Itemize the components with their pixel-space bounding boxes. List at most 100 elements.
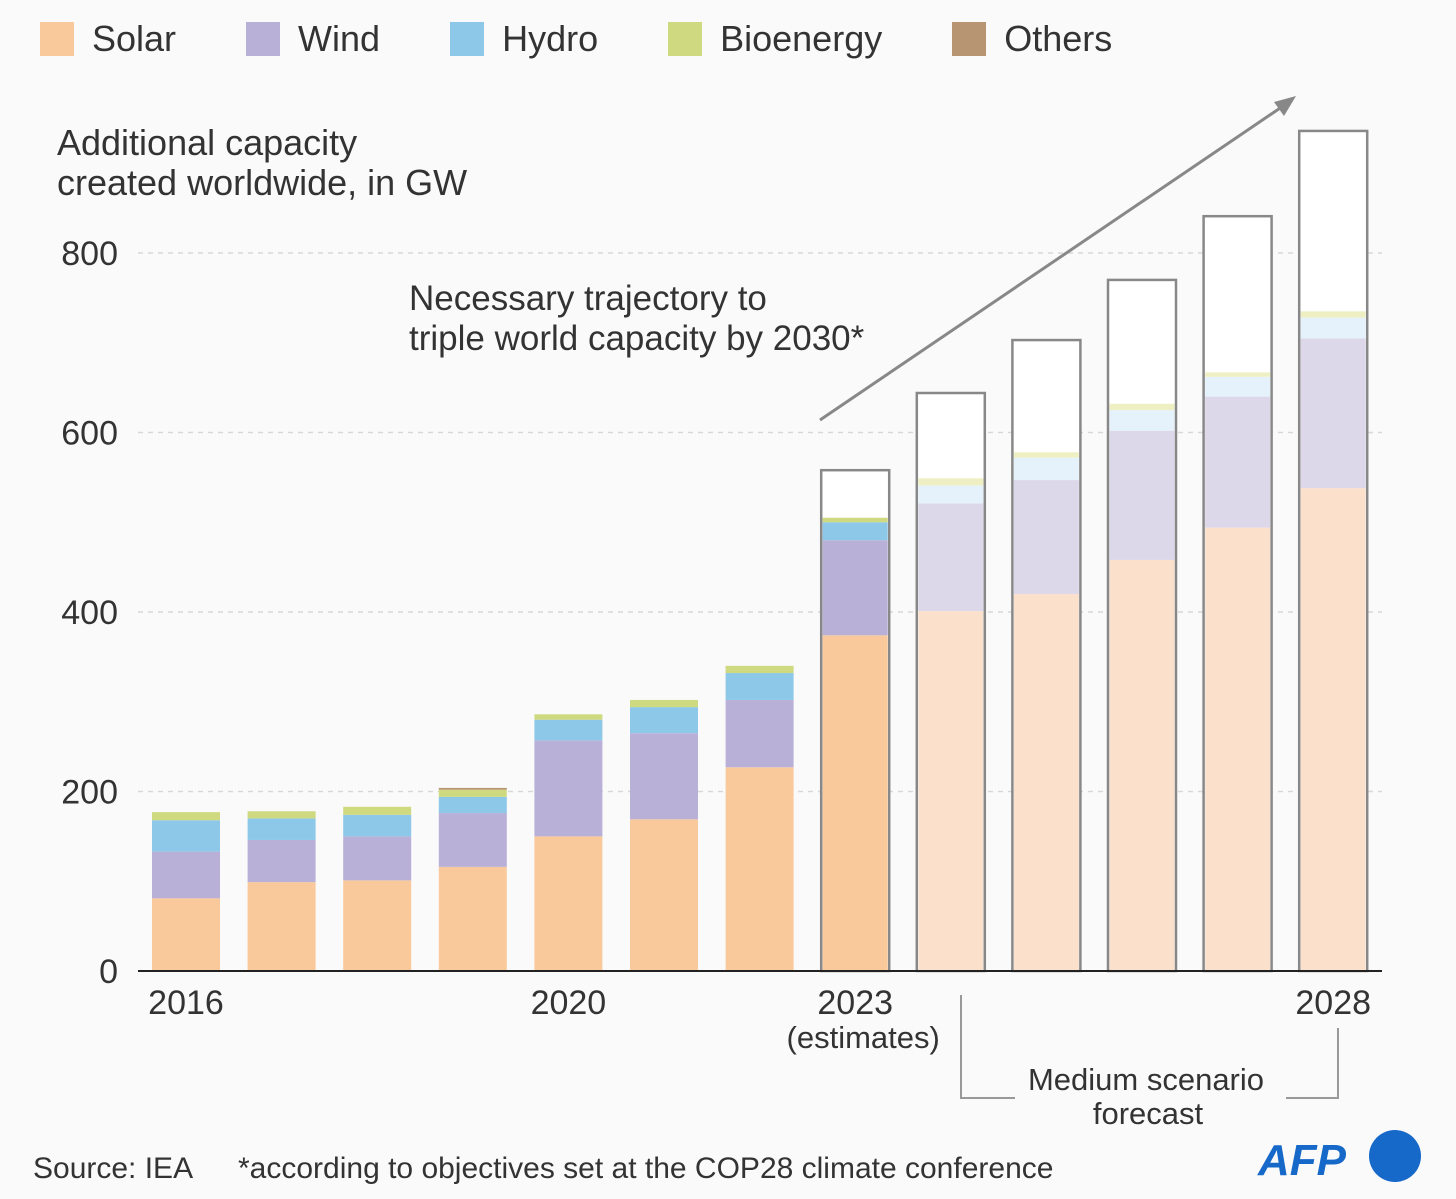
bar-segment-hydro [438, 796, 507, 814]
x-tick-label: 2016 [148, 984, 224, 1022]
trajectory-arrow [819, 98, 1293, 422]
bar-segment-hydro [1109, 410, 1175, 431]
bar-segment-hydro [152, 820, 220, 852]
x-tick-label: 2020 [531, 984, 607, 1022]
bar-segment-hydro [1205, 376, 1271, 397]
afp-logo-circle-icon [1369, 1130, 1421, 1182]
chart-legend: Solar Wind Hydro Bioenergy Others [40, 18, 1182, 60]
bar-group-2028 [1297, 129, 1369, 973]
x-tick-label: 2023 [817, 984, 893, 1022]
legend-label: Solar [92, 18, 177, 59]
bar-segment-solar [438, 866, 507, 971]
footnote: *according to objectives set at the COP2… [238, 1152, 1053, 1185]
bar-segment-wind [247, 839, 316, 883]
bar-segment-bioenergy [725, 665, 794, 674]
bar-group-2017 [247, 811, 316, 971]
bar-segment-solar [1013, 594, 1079, 971]
legend-item-solar: Solar [40, 18, 176, 60]
bar-group-2018 [343, 806, 412, 971]
legend-label: Wind [298, 18, 381, 59]
bar-segment-bioenergy [152, 812, 220, 821]
y-axis-title-line-1: Additional capacity [57, 122, 357, 163]
legend-item-others: Others [952, 18, 1112, 60]
bar-segment-wind [438, 813, 507, 867]
trajectory-annotation-line-1: Necessary trajectory to [409, 279, 767, 318]
bar-segment-wind [1300, 338, 1366, 489]
bar-segment-bioenergy [438, 789, 507, 797]
y-axis-title-line-2: created worldwide, in GW [57, 162, 467, 203]
source-note: Source: IEA [33, 1152, 193, 1185]
bar-group-2026 [1106, 278, 1178, 973]
bar-segment-bioenergy [1205, 372, 1271, 377]
bar-segment-hydro [247, 818, 316, 840]
afp-logo-text: AFP [1257, 1136, 1347, 1185]
afp-logo: AFP [1257, 1130, 1421, 1185]
y-tick-label: 200 [61, 774, 118, 812]
bar-segment-bioenergy [343, 806, 412, 815]
bar-segment-solar [343, 880, 412, 971]
trajectory-annotation-line-2: triple world capacity by 2030* [409, 319, 865, 358]
legend-swatch [40, 22, 74, 56]
bar-segment-hydro [1013, 457, 1079, 481]
bar-segment-hydro [534, 719, 603, 741]
y-tick-label: 0 [99, 953, 118, 991]
bar-segment-solar [725, 767, 794, 971]
forecast-bracket-right [1286, 1028, 1339, 1099]
bar-segment-wind [822, 540, 888, 636]
forecast-annotation-line-1: Medium scenario [1028, 1062, 1264, 1097]
bar-segment-wind [725, 699, 794, 768]
bar-group-2025 [1011, 338, 1082, 973]
bar-group-2027 [1202, 214, 1273, 973]
bar-segment-hydro [725, 673, 794, 700]
bar-segment-solar [630, 819, 698, 971]
legend-swatch [952, 22, 987, 56]
legend-label: Bioenergy [720, 18, 883, 59]
bar-segment-hydro [630, 707, 698, 734]
bar-group-2019 [438, 787, 507, 971]
legend-swatch [450, 22, 485, 56]
forecast-annotation-line-2: forecast [1093, 1096, 1204, 1131]
bar-segment-wind [918, 503, 984, 612]
bar-segment-bioenergy [1013, 452, 1079, 458]
bar-group-2024 [915, 391, 987, 973]
bar-segment-wind [534, 740, 603, 837]
bar-segment-wind [1013, 480, 1079, 595]
bar-group-2023 [819, 468, 891, 973]
y-tick-label: 400 [61, 594, 118, 632]
bar-segment-wind [152, 851, 220, 899]
bar-segment-wind [630, 733, 698, 820]
bar-segment-bioenergy [534, 714, 603, 720]
bar-segment-solar [1300, 488, 1366, 971]
legend-swatch [246, 22, 281, 56]
legend-swatch [668, 22, 703, 56]
bar-segment-bioenergy [247, 811, 316, 819]
trajectory-arrow-head-icon [1274, 96, 1296, 116]
bar-segment-hydro [1300, 317, 1366, 339]
bar-segment-wind [1205, 396, 1271, 528]
legend-label: Others [1004, 18, 1113, 59]
legend-item-wind: Wind [246, 18, 380, 60]
legend-label: Hydro [502, 18, 599, 59]
legend-item-hydro: Hydro [450, 18, 598, 60]
bar-segment-solar [822, 635, 888, 971]
bar-segment-bioenergy [1109, 403, 1175, 411]
bar-segment-wind [343, 836, 412, 881]
bar-group-2016 [152, 812, 220, 971]
bar-segment-hydro [918, 485, 984, 504]
bar-segment-bioenergy [918, 478, 984, 486]
legend-item-bioenergy: Bioenergy [668, 18, 882, 60]
x-tick-sublabel: (estimates) [787, 1020, 940, 1055]
bar-segment-solar [534, 836, 603, 971]
bar-segment-hydro [822, 522, 888, 541]
y-tick-label: 600 [61, 415, 118, 453]
bar-segment-hydro [343, 814, 412, 837]
bar-segment-others [438, 787, 507, 790]
y-tick-label: 800 [61, 235, 118, 273]
x-tick-label: 2028 [1295, 984, 1371, 1022]
bar-segment-solar [1205, 527, 1271, 971]
bar-segment-solar [152, 898, 220, 971]
bar-group-2021 [630, 699, 698, 971]
bar-segment-bioenergy [822, 517, 888, 523]
bar-segment-solar [247, 882, 316, 971]
